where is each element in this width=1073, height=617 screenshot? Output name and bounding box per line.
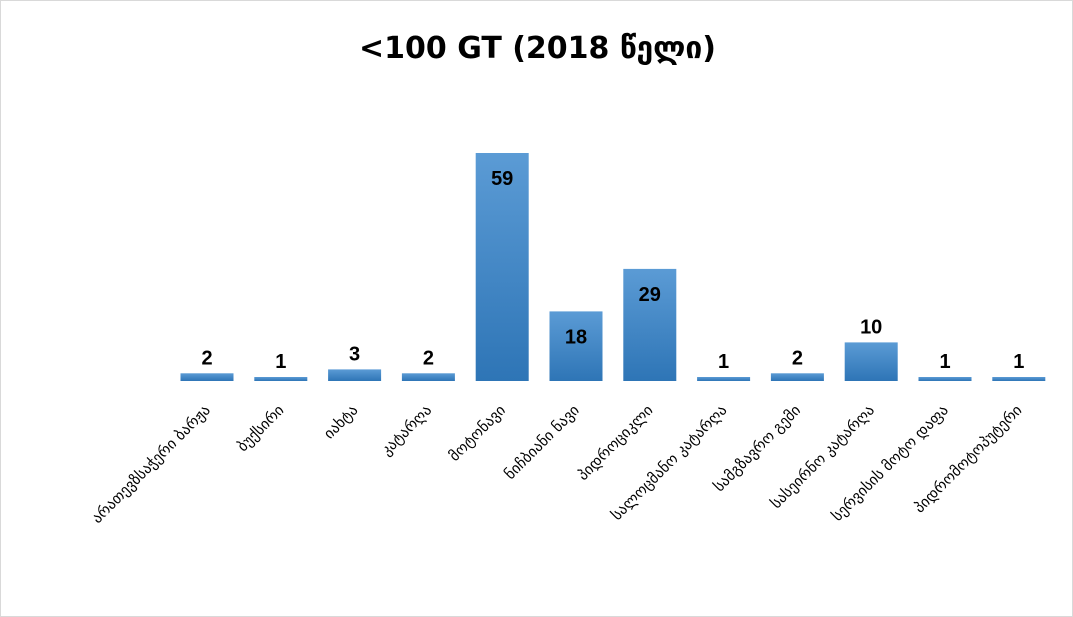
bar-8 xyxy=(770,373,824,381)
x-tick-label-3: კატარღა xyxy=(377,401,435,459)
data-label-6: 29 xyxy=(639,284,661,306)
data-label-11: 1 xyxy=(1013,351,1024,373)
data-label-0: 2 xyxy=(201,347,212,369)
data-label-4: 59 xyxy=(491,168,513,190)
x-tick-label-6: პიდროციკლი xyxy=(574,401,657,484)
bar-11 xyxy=(992,377,1046,381)
bar-3 xyxy=(401,373,455,381)
bar-1 xyxy=(254,377,308,381)
data-label-7: 1 xyxy=(718,351,729,373)
bar-2 xyxy=(328,369,382,381)
x-tick-label-2: იახტა xyxy=(320,401,361,442)
x-tick-label-1: ბუქსირი xyxy=(233,401,287,455)
chart-title: <100 GT (2018 წელი) xyxy=(359,31,716,66)
bar-6 xyxy=(623,268,677,381)
bar-10 xyxy=(918,377,972,381)
data-label-10: 1 xyxy=(939,351,950,373)
data-label-2: 3 xyxy=(349,343,360,365)
data-label-1: 1 xyxy=(275,351,286,373)
x-tick-label-5: ნიჩბიანი ნავი xyxy=(501,401,583,483)
bar-5 xyxy=(549,311,603,381)
bar-7 xyxy=(697,377,751,381)
data-label-9: 10 xyxy=(860,316,882,338)
x-tick-label-0: არათევზსაჭერი ბარჟა xyxy=(88,401,214,527)
x-tick-label-4: მოტონავი xyxy=(445,401,509,465)
data-label-8: 2 xyxy=(792,347,803,369)
data-label-3: 2 xyxy=(423,347,434,369)
bar-9 xyxy=(844,342,898,381)
bar-0 xyxy=(180,373,234,381)
bar-4 xyxy=(475,153,529,381)
data-label-5: 18 xyxy=(565,326,587,348)
